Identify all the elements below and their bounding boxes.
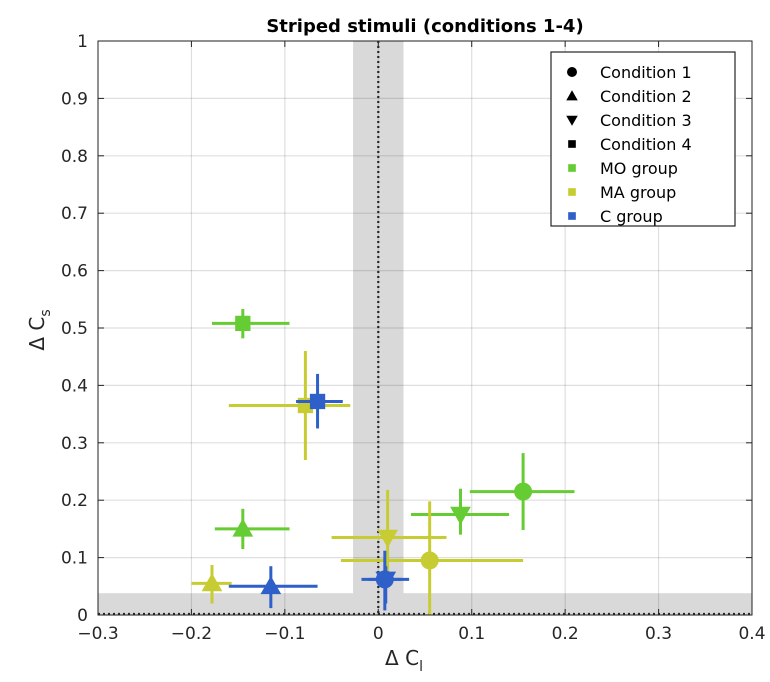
y-tick-label: 0.9 bbox=[61, 89, 88, 109]
legend-label: Condition 3 bbox=[600, 111, 692, 130]
marker bbox=[420, 551, 439, 570]
legend: Condition 1 Condition 2 Condition 3 Conditi… bbox=[550, 51, 736, 227]
legend-item-condition: Condition 2 bbox=[566, 87, 692, 106]
legend-item-condition: Condition 3 bbox=[566, 111, 692, 130]
legend-item-group: MA group bbox=[568, 183, 676, 202]
x-tick-label: 0.4 bbox=[738, 624, 765, 644]
y-tick-label: 0.2 bbox=[61, 491, 88, 511]
marker bbox=[450, 506, 471, 525]
legend-label: MA group bbox=[600, 183, 676, 202]
y-axis-label-main: Δ C bbox=[25, 317, 49, 351]
legend-item-group: C group bbox=[568, 207, 663, 226]
marker bbox=[201, 573, 223, 592]
x-tick-label: −0.1 bbox=[264, 624, 305, 644]
data-point-mo-condition-2 bbox=[214, 508, 290, 549]
data-point-ma-condition-1 bbox=[340, 501, 524, 615]
legend-label: Condition 2 bbox=[600, 87, 692, 106]
legend-marker bbox=[566, 115, 578, 126]
x-axis-label-main: Δ C bbox=[385, 646, 419, 670]
y-tick-label: 0.6 bbox=[61, 262, 88, 282]
marker bbox=[309, 393, 326, 410]
data-point-c-condition-2 bbox=[228, 566, 318, 609]
marker bbox=[260, 575, 282, 595]
legend-box bbox=[550, 51, 736, 227]
marker bbox=[235, 315, 251, 332]
data-point-ma-condition-2 bbox=[191, 565, 232, 604]
marker bbox=[232, 518, 254, 537]
legend-marker bbox=[567, 67, 577, 77]
data-point-mo-condition-3 bbox=[410, 488, 510, 535]
legend-item-condition: Condition 4 bbox=[568, 135, 692, 154]
y-axis-label: Δ Cs bbox=[25, 309, 54, 350]
x-tick-label: 0.2 bbox=[552, 624, 579, 644]
legend-marker bbox=[568, 212, 576, 220]
y-axis-label-subscript: s bbox=[38, 309, 54, 316]
x-tick-label: 0.1 bbox=[458, 624, 485, 644]
y-tick-label: 1 bbox=[77, 32, 88, 52]
legend-marker bbox=[566, 90, 578, 101]
legend-item-group: MO group bbox=[568, 159, 678, 178]
x-tick-label: 0.3 bbox=[645, 624, 672, 644]
y-tick-labels: 0 0.1 0.2 0.3 0.4 0.5 0.6 0.7 0.8 0.9 1 bbox=[61, 32, 752, 626]
legend-label: C group bbox=[600, 207, 663, 226]
legend-marker bbox=[568, 140, 576, 148]
x-tick-label: 0 bbox=[373, 624, 384, 644]
legend-marker bbox=[568, 188, 576, 196]
legend-items: Condition 1 Condition 2 Condition 3 Conditi… bbox=[566, 63, 692, 226]
y-tick-label: 0.7 bbox=[61, 204, 88, 224]
marker bbox=[514, 482, 533, 501]
legend-item-condition: Condition 1 bbox=[567, 63, 692, 82]
data-point-mo-condition-4 bbox=[211, 309, 290, 339]
y-tick-label: 0.8 bbox=[61, 147, 88, 167]
data-point-mo-condition-1 bbox=[469, 453, 575, 531]
y-tick-label: 0.3 bbox=[61, 434, 88, 454]
legend-label: Condition 1 bbox=[600, 63, 692, 82]
legend-marker bbox=[568, 164, 576, 172]
y-tick-label: 0.1 bbox=[61, 549, 88, 569]
data-point-c-condition-4 bbox=[296, 373, 343, 429]
reference-lines bbox=[98, 41, 752, 616]
x-tick-label: −0.3 bbox=[77, 624, 118, 644]
x-axis-label: Δ Cl bbox=[385, 646, 423, 675]
marker bbox=[377, 529, 398, 548]
y-tick-label: 0.4 bbox=[61, 376, 88, 396]
chart-title: Striped stimuli (conditions 1-4) bbox=[266, 16, 583, 37]
shaded-band-y bbox=[98, 593, 752, 615]
data-points bbox=[191, 309, 575, 615]
x-tick-label: −0.2 bbox=[171, 624, 212, 644]
data-point-c-condition-3 bbox=[368, 566, 402, 604]
legend-label: Condition 4 bbox=[600, 135, 692, 154]
x-tick-labels: −0.3 −0.2 −0.1 0 0.1 0.2 0.3 0.4 bbox=[77, 41, 766, 644]
legend-label: MO group bbox=[600, 159, 678, 178]
data-point-ma-condition-3 bbox=[331, 489, 447, 587]
x-axis-label-subscript: l bbox=[419, 659, 423, 675]
y-tick-label: 0.5 bbox=[61, 319, 88, 339]
marker bbox=[375, 571, 397, 590]
y-tick-label: 0 bbox=[77, 606, 88, 626]
